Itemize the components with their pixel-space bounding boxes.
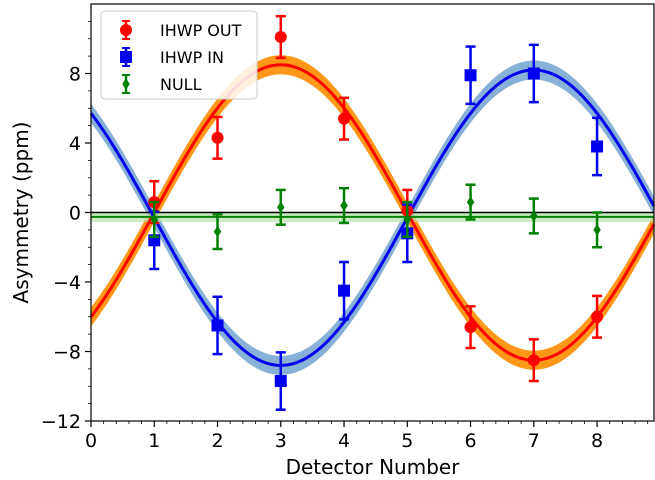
diamond-marker [213, 225, 222, 238]
fit-bands [91, 55, 654, 375]
legend-box [100, 10, 258, 100]
diamond-marker [466, 196, 475, 208]
data-point [339, 186, 350, 225]
y-tick-label: 8 [69, 64, 81, 86]
data-point [275, 188, 286, 226]
y-tick-label: −12 [41, 411, 81, 433]
circle-marker [591, 310, 604, 323]
diamond-marker [340, 199, 348, 212]
data-point [591, 294, 604, 339]
x-tick-label: 7 [528, 430, 540, 452]
legend-entry: IHWP IN [120, 47, 224, 67]
circle-marker [527, 354, 540, 367]
data-point [338, 96, 351, 141]
legend-circle-marker [120, 24, 132, 36]
data-point [212, 212, 223, 251]
legend: IHWP OUT IHWP IN NULL [100, 10, 258, 100]
y-tick-label: 0 [69, 203, 81, 225]
x-tick-label: 2 [211, 430, 223, 452]
x-tick-label: 3 [275, 430, 287, 452]
square-marker [274, 375, 287, 388]
data-point [402, 200, 413, 239]
square-marker [464, 69, 477, 82]
y-axis-label: Asymmetry (ppm) [9, 122, 33, 304]
data-point [527, 43, 540, 104]
square-marker [591, 140, 604, 153]
data-point [592, 211, 603, 249]
legend-entry: IHWP OUT [120, 20, 242, 40]
x-tick-label: 1 [148, 430, 160, 452]
data-point [464, 305, 477, 350]
y-tick-label: −4 [53, 272, 81, 294]
square-marker [527, 67, 540, 80]
circle-marker [338, 112, 351, 125]
data-point [149, 200, 160, 239]
diamond-marker [277, 201, 285, 214]
diamond-marker [530, 210, 538, 222]
diamond-marker [150, 213, 159, 226]
data-point [274, 351, 287, 411]
diamond-marker [593, 224, 601, 236]
fit-curves [89, 63, 655, 367]
data-point [465, 183, 476, 221]
data-point [211, 115, 224, 160]
x-tick-label: 0 [85, 430, 97, 452]
x-tick-label: 8 [591, 430, 603, 452]
axis-ticks: 0 1 2 3 4 5 6 7 8 −12 −8 −4 0 4 8 [41, 20, 649, 452]
diamond-marker [403, 213, 412, 226]
circle-marker [274, 31, 287, 44]
square-marker [211, 319, 224, 332]
data-point [464, 45, 477, 106]
circle-marker [464, 321, 477, 334]
x-tick-label: 5 [401, 430, 413, 452]
x-tick-label: 6 [465, 430, 477, 452]
circle-marker [211, 131, 224, 144]
x-axis-label: Detector Number [286, 455, 461, 479]
fit-curve-1 [89, 68, 655, 367]
y-tick-label: −8 [53, 342, 81, 364]
data-points [148, 14, 604, 411]
data-point [527, 338, 540, 383]
legend-label: IHWP IN [160, 48, 224, 67]
legend-entry: NULL [122, 74, 202, 94]
y-tick-label: 4 [69, 133, 81, 155]
data-point [528, 197, 539, 235]
data-point [274, 14, 287, 60]
fit-curve-0 [89, 63, 655, 362]
legend-diamond-marker [122, 78, 130, 90]
data-point [591, 116, 604, 177]
legend-square-marker [120, 51, 132, 63]
legend-label: NULL [160, 75, 202, 94]
square-marker [338, 284, 351, 297]
data-point [211, 295, 224, 356]
data-point [338, 260, 351, 321]
legend-label: IHWP OUT [160, 21, 242, 40]
x-tick-label: 4 [338, 430, 350, 452]
